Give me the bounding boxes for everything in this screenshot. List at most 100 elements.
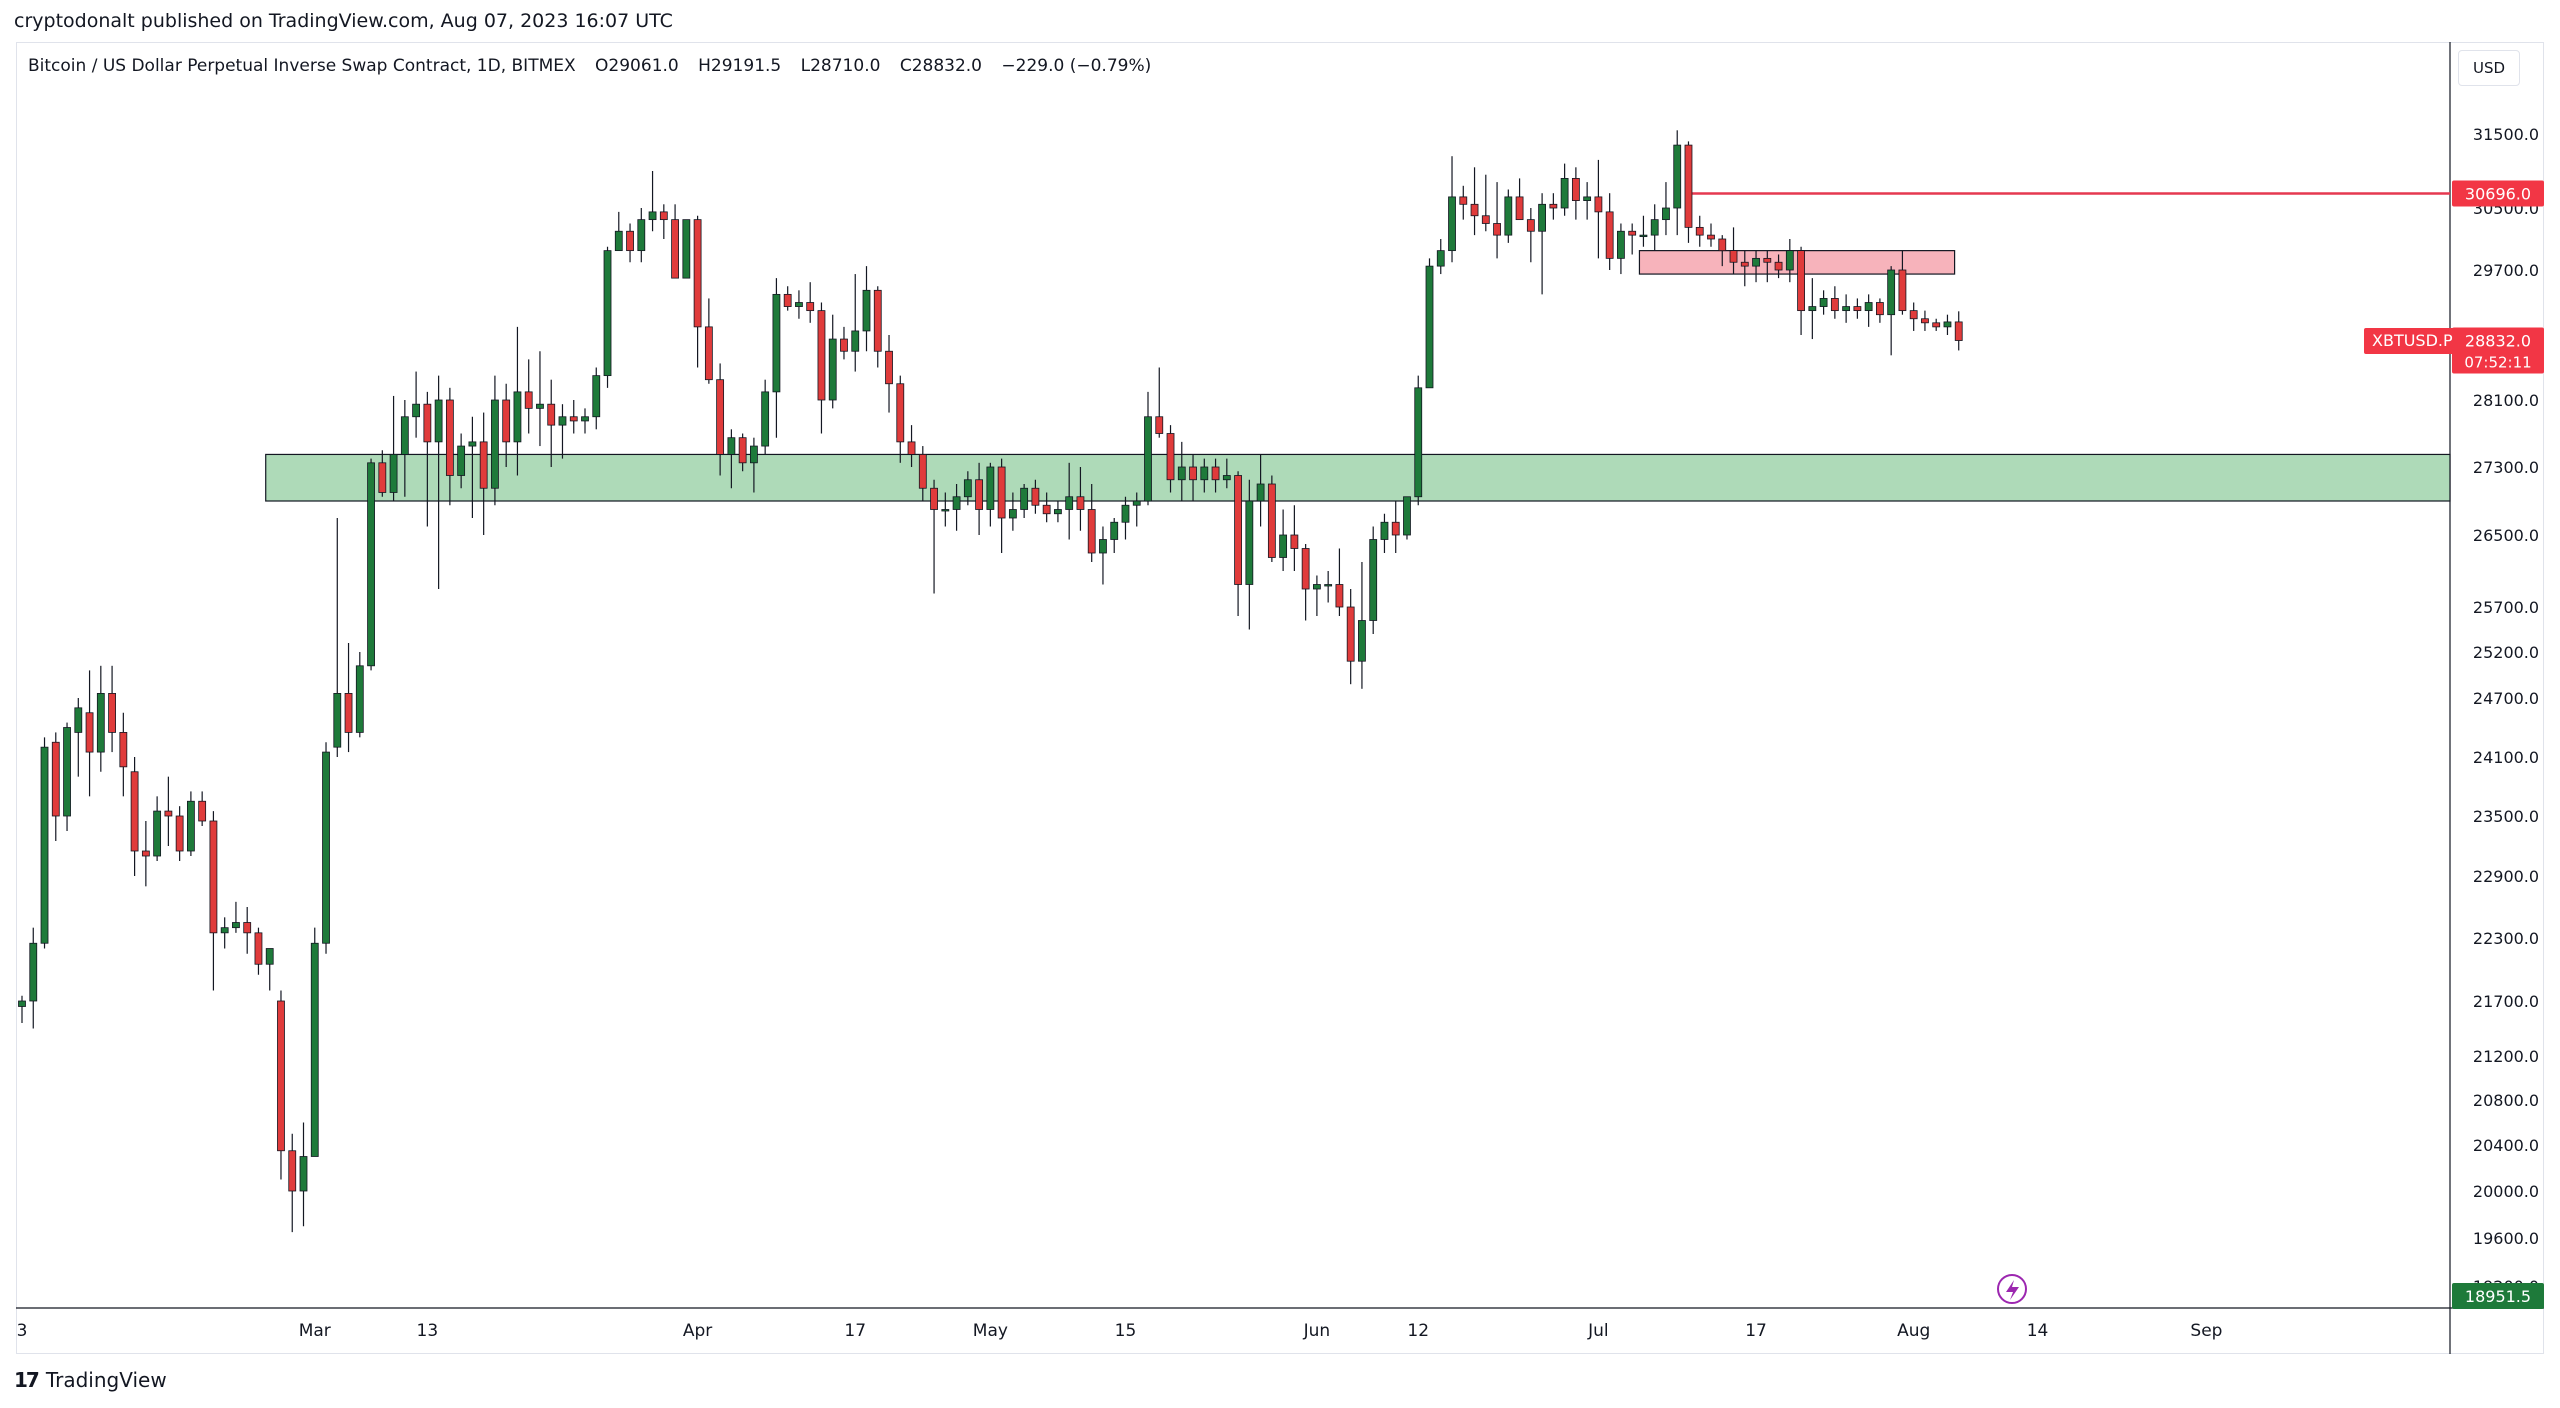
- candle-body: [1740, 261, 1749, 267]
- candle-body: [975, 479, 983, 510]
- candle-body: [175, 815, 184, 852]
- candle-body: [1267, 483, 1276, 558]
- candle-body: [1459, 196, 1468, 205]
- price-tick-label: 31500.0: [2473, 125, 2539, 144]
- candle-body: [1358, 620, 1366, 662]
- ohlc-close: C28832.0: [899, 56, 982, 76]
- candle-body: [558, 416, 567, 426]
- candle-body: [806, 302, 815, 312]
- candle-body: [63, 727, 71, 817]
- candle-body: [817, 310, 826, 401]
- candle-body: [1830, 298, 1839, 312]
- candle-body: [626, 230, 634, 252]
- candle-body: [1155, 416, 1164, 434]
- candle-body: [153, 810, 162, 857]
- candle-body: [581, 416, 589, 422]
- candle-body: [716, 379, 725, 455]
- candle-body: [1729, 250, 1738, 263]
- time-tick-label: 3: [17, 1321, 28, 1341]
- candle-body: [671, 219, 679, 279]
- currency-selector[interactable]: USD: [2458, 50, 2520, 86]
- candle-body: [119, 732, 128, 768]
- candle-body: [1448, 196, 1456, 252]
- candle-body: [1166, 433, 1175, 481]
- price-tick-label: 19600.0: [2473, 1229, 2539, 1248]
- candle-body: [1369, 539, 1378, 621]
- price-tick-label: 22300.0: [2473, 929, 2539, 948]
- bottom-price-label: 18951.5: [2465, 1287, 2531, 1306]
- candle-body: [1177, 466, 1186, 481]
- time-tick-label: 15: [1115, 1321, 1137, 1341]
- candle-body: [344, 693, 353, 733]
- candle-body: [997, 466, 1006, 519]
- candle-body: [648, 211, 657, 221]
- candle-body: [299, 1156, 308, 1192]
- candle-body: [896, 383, 905, 443]
- candle-body: [1560, 177, 1569, 209]
- candle-body: [840, 338, 848, 352]
- candle-body: [536, 403, 544, 409]
- candle-body: [1549, 203, 1558, 209]
- candle-body: [1662, 207, 1670, 221]
- candle-body: [1324, 584, 1333, 587]
- candle-body: [445, 399, 454, 476]
- candle-body: [614, 230, 623, 252]
- price-tick-label: 28100.0: [2473, 391, 2539, 410]
- candle-body: [1054, 509, 1062, 515]
- candle-body: [479, 441, 488, 489]
- candle-body: [243, 922, 252, 934]
- candle-body: [851, 330, 860, 352]
- candle-body: [1493, 223, 1501, 236]
- candle-body: [1301, 548, 1310, 590]
- candle-body: [1031, 487, 1040, 506]
- candle-body: [1132, 500, 1141, 506]
- candle-body: [1042, 504, 1051, 515]
- candle-body: [1842, 306, 1851, 312]
- resistance-price-label: 30696.0: [2465, 184, 2531, 203]
- candle-body: [277, 1000, 285, 1152]
- candle-body: [795, 302, 803, 307]
- candle-body: [1211, 466, 1220, 481]
- candle-body: [355, 665, 364, 733]
- candle-body: [1909, 310, 1918, 320]
- candle-body: [412, 403, 421, 418]
- time-tick-label: 13: [417, 1321, 439, 1341]
- candle-body: [727, 437, 736, 455]
- candle-body: [1256, 483, 1265, 502]
- time-tick-label: Apr: [683, 1321, 712, 1341]
- price-tick-label: 21200.0: [2473, 1047, 2539, 1066]
- ohlc-high: H29191.5: [698, 56, 782, 76]
- candle-body: [693, 219, 702, 328]
- bar-countdown-label: 07:52:11: [2464, 354, 2531, 372]
- candle-body: [130, 771, 139, 852]
- candle-body: [682, 219, 691, 279]
- price-tick-label: 21700.0: [2473, 992, 2539, 1011]
- tradingview-logo[interactable]: 17 TradingView: [14, 1368, 167, 1392]
- candle-body: [603, 250, 612, 377]
- candle-body: [941, 509, 950, 512]
- price-tick-label: 22900.0: [2473, 867, 2539, 886]
- candle-body: [783, 293, 792, 307]
- candle-body: [1763, 257, 1772, 263]
- candle-body: [333, 693, 342, 748]
- candle-body: [1436, 250, 1445, 267]
- time-tick-label: Jun: [1303, 1321, 1331, 1341]
- candle-body: [1222, 475, 1231, 481]
- replay-icon: [1997, 1274, 2027, 1304]
- price-tick-label: 20000.0: [2473, 1182, 2539, 1201]
- candle-body: [1087, 509, 1096, 554]
- candle-body: [220, 927, 229, 934]
- candle-body: [513, 391, 522, 443]
- candle-body: [963, 479, 972, 498]
- candle-body: [457, 445, 466, 476]
- candle-body: [1121, 504, 1130, 523]
- published-info: cryptodonalt published on TradingView.co…: [14, 10, 673, 32]
- candle-body: [1932, 322, 1941, 328]
- tradingview-logo-icon: 17: [14, 1368, 40, 1392]
- candle-body: [1391, 521, 1400, 536]
- candle-body: [524, 391, 533, 409]
- symbol-title: Bitcoin / US Dollar Perpetual Inverse Sw…: [28, 56, 576, 76]
- candle-body: [1144, 416, 1152, 502]
- price-tick-label: 20400.0: [2473, 1136, 2539, 1155]
- candle-body: [1594, 196, 1603, 213]
